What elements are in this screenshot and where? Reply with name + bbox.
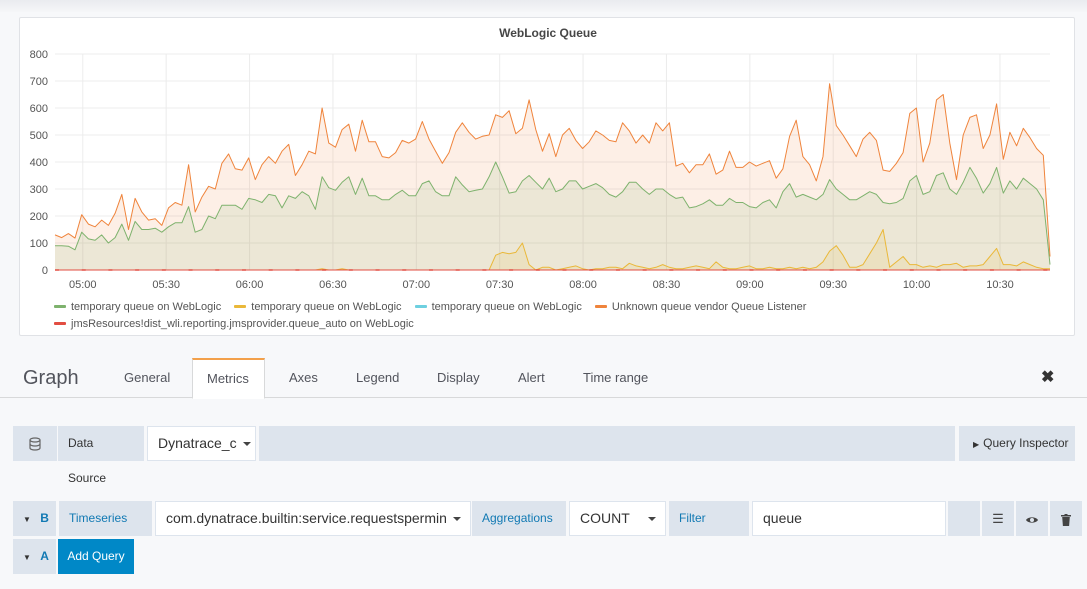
x-tick-label: 06:30 — [319, 279, 347, 291]
x-tick-label: 05:30 — [152, 279, 180, 291]
x-tick-label: 07:30 — [486, 279, 514, 291]
panel-editor — [0, 357, 1087, 589]
legend-item[interactable]: jmsResources!dist_wli.reporting.jmsprovi… — [54, 315, 414, 332]
tab-axes[interactable]: Axes — [289, 370, 318, 385]
series-area — [55, 162, 1050, 270]
editor-title: Graph — [23, 367, 79, 389]
y-tick-label: 600 — [30, 103, 48, 115]
filter-input[interactable]: queue — [752, 501, 946, 536]
trash-icon-svg — [1061, 513, 1071, 526]
y-tick-label: 700 — [30, 76, 48, 88]
timeseries-value: com.dynatrace.builtin:service.requestspe… — [166, 510, 447, 526]
y-tick-label: 400 — [30, 157, 48, 169]
aggregations-label-box: Aggregations — [472, 501, 566, 536]
legend-label: temporary queue on WebLogic — [251, 300, 402, 313]
add-query-button[interactable]: Add Query — [58, 539, 134, 574]
legend-swatch — [594, 305, 607, 308]
aggregation-select[interactable]: COUNT — [569, 501, 666, 536]
x-tick-label: 08:00 — [569, 279, 597, 291]
x-tick-label: 08:30 — [653, 279, 681, 291]
legend-label: Unknown queue vendor Queue Listener — [611, 300, 807, 313]
query-b-filler — [948, 501, 980, 536]
legend: temporary queue on WebLogic temporary qu… — [54, 298, 1064, 332]
timeseries-label-box: Timeseries ID — [59, 501, 152, 560]
query-a-toggle[interactable]: ▼ A — [13, 539, 56, 574]
query-b-ref: B — [40, 511, 49, 525]
aggregation-value: COUNT — [580, 510, 630, 526]
tabs-divider — [0, 397, 1087, 398]
y-tick-label: 500 — [30, 130, 48, 142]
chart-svg: 0 100 200 300 400 500 600 700 800 05:00 05:30 06:00… — [30, 49, 1051, 291]
legend-item[interactable]: temporary queue on WebLogic — [414, 298, 582, 315]
legend-item[interactable]: temporary queue on WebLogic — [54, 298, 221, 315]
x-tick-label: 06:00 — [236, 279, 264, 291]
graph-panel: 0 100 200 300 400 500 600 700 800 05:00 05:30 06:00… — [19, 17, 1075, 336]
legend-swatch — [54, 305, 66, 308]
x-tick-label: 09:00 — [736, 279, 764, 291]
timeseries-select[interactable]: com.dynatrace.builtin:service.requestspe… — [155, 501, 471, 536]
query-inspector-button[interactable]: ▶ Query Inspector — [959, 426, 1075, 461]
x-tick-label: 07:00 — [403, 279, 431, 291]
series-area — [55, 83, 1050, 270]
x-tick-label: 09:30 — [819, 279, 847, 291]
database-icon-svg — [29, 437, 41, 451]
chevron-down-icon — [452, 517, 461, 522]
eye-icon-svg — [1026, 516, 1038, 523]
chevron-down-icon — [647, 517, 656, 522]
y-tick-label: 0 — [42, 265, 48, 277]
tab-display[interactable]: Display — [437, 370, 480, 385]
x-tick-label: 10:30 — [986, 279, 1014, 291]
legend-swatch — [414, 305, 427, 308]
chevron-down-icon — [242, 442, 251, 447]
legend-label: temporary queue on WebLogic — [71, 300, 222, 313]
caret-down-icon: ▼ — [23, 515, 31, 524]
timeseries-label: Timeseries ID — [69, 511, 128, 560]
y-tick-label: 300 — [30, 184, 48, 196]
datasource-label: Data Source — [68, 436, 107, 485]
query-a-ref: A — [40, 549, 49, 563]
caret-down-icon: ▼ — [23, 553, 31, 562]
top-bar — [0, 0, 1087, 12]
datasource-select[interactable]: Dynatrace_c — [147, 426, 256, 461]
legend-item[interactable]: Unknown queue vendor Queue Listener — [594, 298, 807, 315]
legend-label: jmsResources!dist_wli.reporting.jmsprovi… — [71, 317, 414, 330]
tab-general[interactable]: General — [124, 370, 171, 385]
database-icon — [13, 426, 57, 461]
filter-label: Filter — [679, 511, 706, 525]
query-b-toggle[interactable]: ▼ B — [13, 501, 56, 536]
legend-swatch — [54, 322, 66, 325]
datasource-label-box: Data Source — [58, 426, 144, 485]
legend-swatch — [234, 305, 247, 308]
eye-icon[interactable] — [1016, 501, 1048, 536]
trash-icon[interactable] — [1050, 501, 1082, 536]
y-tick-label: 100 — [30, 238, 48, 250]
legend-label: temporary queue on WebLogic — [431, 300, 582, 313]
x-tick-label: 05:00 — [69, 279, 97, 291]
series-area — [55, 229, 1050, 270]
tab-time-range[interactable]: Time range — [583, 370, 649, 385]
tab-legend[interactable]: Legend — [356, 370, 400, 385]
menu-icon[interactable]: ☰ — [982, 501, 1014, 536]
aggregations-label: Aggregations — [482, 511, 553, 525]
x-tick-label: 10:00 — [903, 279, 931, 291]
series-line — [55, 161, 1051, 265]
series-line — [54, 83, 1051, 257]
query-inspector-label: Query Inspector — [983, 436, 1069, 450]
caret-right-icon: ▶ — [973, 440, 980, 449]
filter-value: queue — [763, 510, 802, 526]
y-tick-label: 800 — [30, 49, 48, 61]
legend-item[interactable]: temporary queue on WebLogic — [234, 298, 402, 315]
datasource-filler — [259, 426, 955, 461]
chart-title: WebLogic Queue — [499, 26, 597, 40]
y-tick-label: 200 — [30, 211, 48, 223]
tab-metrics[interactable]: Metrics — [192, 358, 265, 399]
close-icon[interactable]: ✖ — [1041, 369, 1055, 386]
tab-alert[interactable]: Alert — [518, 370, 545, 385]
filter-label-box: Filter — [669, 501, 749, 536]
datasource-value: Dynatrace_c — [158, 435, 237, 451]
